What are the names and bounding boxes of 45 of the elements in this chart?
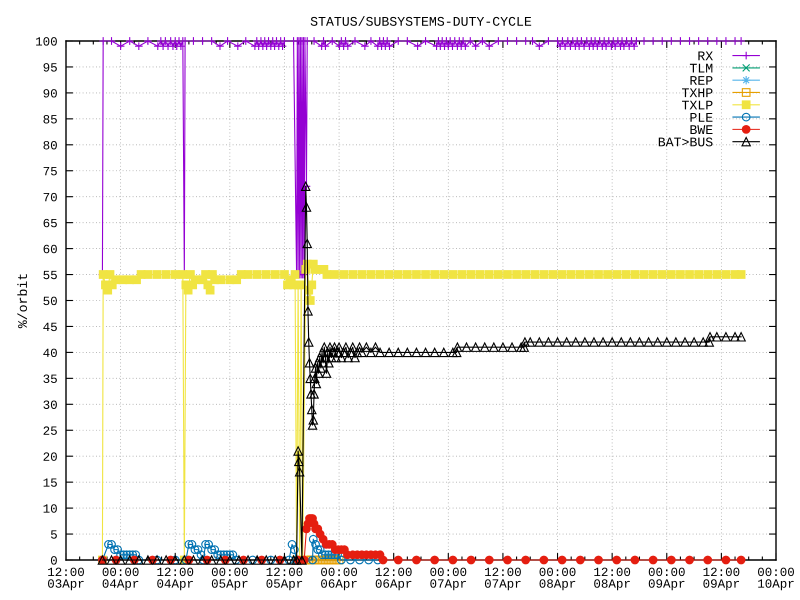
x-tick-label: 00:00 04Apr xyxy=(102,568,139,590)
y-tick-label: 65 xyxy=(44,218,57,228)
x-tick-label: 12:00 06Apr xyxy=(376,568,412,590)
y-tick-label: 85 xyxy=(43,115,57,124)
legend-label: TLM xyxy=(690,64,712,72)
y-tick-label: 15 xyxy=(44,478,57,487)
y-tick-label: 90 xyxy=(44,89,57,98)
x-tick-label: 00:00 09Apr xyxy=(648,568,685,590)
y-tick-label: 50 xyxy=(43,296,57,306)
legend-label: PLE xyxy=(690,113,712,122)
chart-title: STATUS/SUBSYSTEMS-DUTY-CYCLE xyxy=(310,16,532,26)
x-tick-label: 12:00 07Apr xyxy=(484,568,521,590)
y-tick-label: 20 xyxy=(44,452,57,461)
x-tick-label: 12:00 03Apr xyxy=(48,568,84,590)
legend-label: BWE xyxy=(690,125,712,134)
y-tick-label: 10 xyxy=(44,504,57,513)
legend-label: BAT>BUS xyxy=(658,137,713,146)
y-tick-label: 55 xyxy=(43,270,57,280)
y-tick-label: 30 xyxy=(43,400,57,409)
y-tick-label: 80 xyxy=(43,140,57,150)
y-tick-label: 0 xyxy=(50,556,57,565)
x-tick-label: 00:00 10Apr xyxy=(758,568,794,590)
legend-label: TXLP xyxy=(682,100,712,110)
y-tick-label: 40 xyxy=(43,348,57,358)
y-tick-label: 5 xyxy=(50,530,57,539)
x-tick-label: 12:00 09Apr xyxy=(703,568,740,590)
x-tick-label: 00:00 06Apr xyxy=(321,568,358,590)
y-tick-label: 35 xyxy=(43,374,57,383)
legend-label: TXHP xyxy=(682,88,712,98)
x-tick-label: 12:00 04Apr xyxy=(157,568,194,590)
legend-label: RX xyxy=(698,52,713,60)
y-tick-label: 60 xyxy=(44,244,57,254)
x-tick-label: 12:00 08Apr xyxy=(594,568,630,590)
y-tick-label: 45 xyxy=(43,322,57,332)
y-tick-label: 25 xyxy=(44,426,57,435)
y-tick-label: 75 xyxy=(44,167,57,176)
legend-label: REP xyxy=(690,76,712,85)
y-tick-label: 95 xyxy=(44,63,57,72)
y-tick-label: 100 xyxy=(36,37,57,46)
x-tick-label: 00:00 05Apr xyxy=(212,568,248,590)
x-tick-label: 12:00 05Apr xyxy=(266,568,302,590)
y-axis-title: %/orbit xyxy=(17,274,27,328)
x-tick-label: 00:00 08Apr xyxy=(540,568,576,590)
x-tick-label: 00:00 07Apr xyxy=(430,568,466,590)
y-tick-label: 70 xyxy=(44,192,57,202)
